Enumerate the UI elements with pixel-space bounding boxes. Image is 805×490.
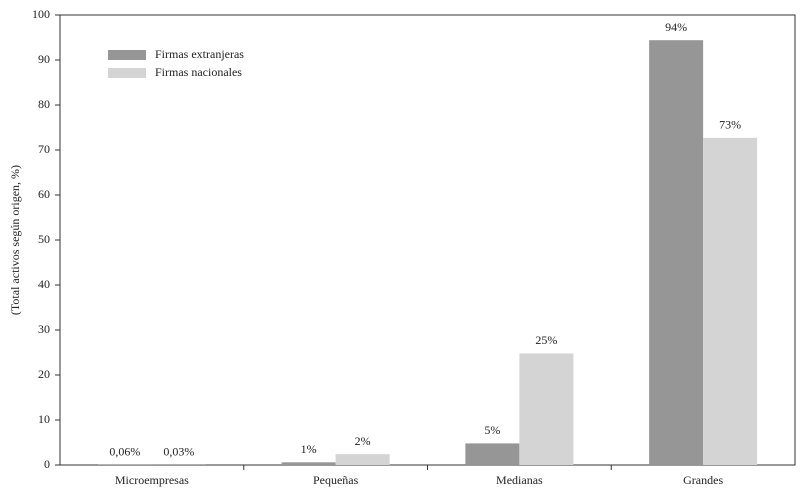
bar: [335, 454, 390, 465]
value-label: 0,03%: [163, 445, 194, 459]
legend-swatch: [108, 50, 146, 60]
value-label: 2%: [355, 434, 371, 448]
y-tick-label: 100: [32, 7, 50, 21]
x-tick-label: Pequeñas: [313, 473, 359, 487]
y-tick-label: 50: [38, 232, 50, 246]
bar: [281, 462, 336, 465]
value-label: 73%: [719, 118, 741, 132]
legend-swatch: [108, 68, 146, 78]
bar: [519, 353, 574, 465]
x-tick-label: Grandes: [683, 473, 723, 487]
x-tick-label: Medianas: [496, 473, 543, 487]
legend-label: Firmas extranjeras: [155, 47, 244, 61]
y-tick-label: 90: [38, 52, 50, 66]
x-tick-label: Microempresas: [115, 473, 189, 487]
y-tick-label: 40: [38, 277, 50, 291]
y-tick-label: 80: [38, 97, 50, 111]
y-axis-label: (Total activos según origen, %): [8, 165, 22, 315]
y-tick-label: 20: [38, 367, 50, 381]
value-label: 0,06%: [109, 444, 140, 458]
y-tick-label: 0: [44, 457, 50, 471]
value-label: 25%: [535, 333, 557, 347]
value-label: 5%: [484, 423, 500, 437]
value-label: 94%: [665, 20, 687, 34]
y-tick-label: 10: [38, 412, 50, 426]
y-tick-label: 60: [38, 187, 50, 201]
value-label: 1%: [301, 442, 317, 456]
bar: [703, 137, 758, 465]
y-tick-label: 30: [38, 322, 50, 336]
y-tick-label: 70: [38, 142, 50, 156]
bar: [649, 40, 704, 465]
legend-label: Firmas nacionales: [155, 65, 242, 79]
bar: [465, 443, 520, 465]
